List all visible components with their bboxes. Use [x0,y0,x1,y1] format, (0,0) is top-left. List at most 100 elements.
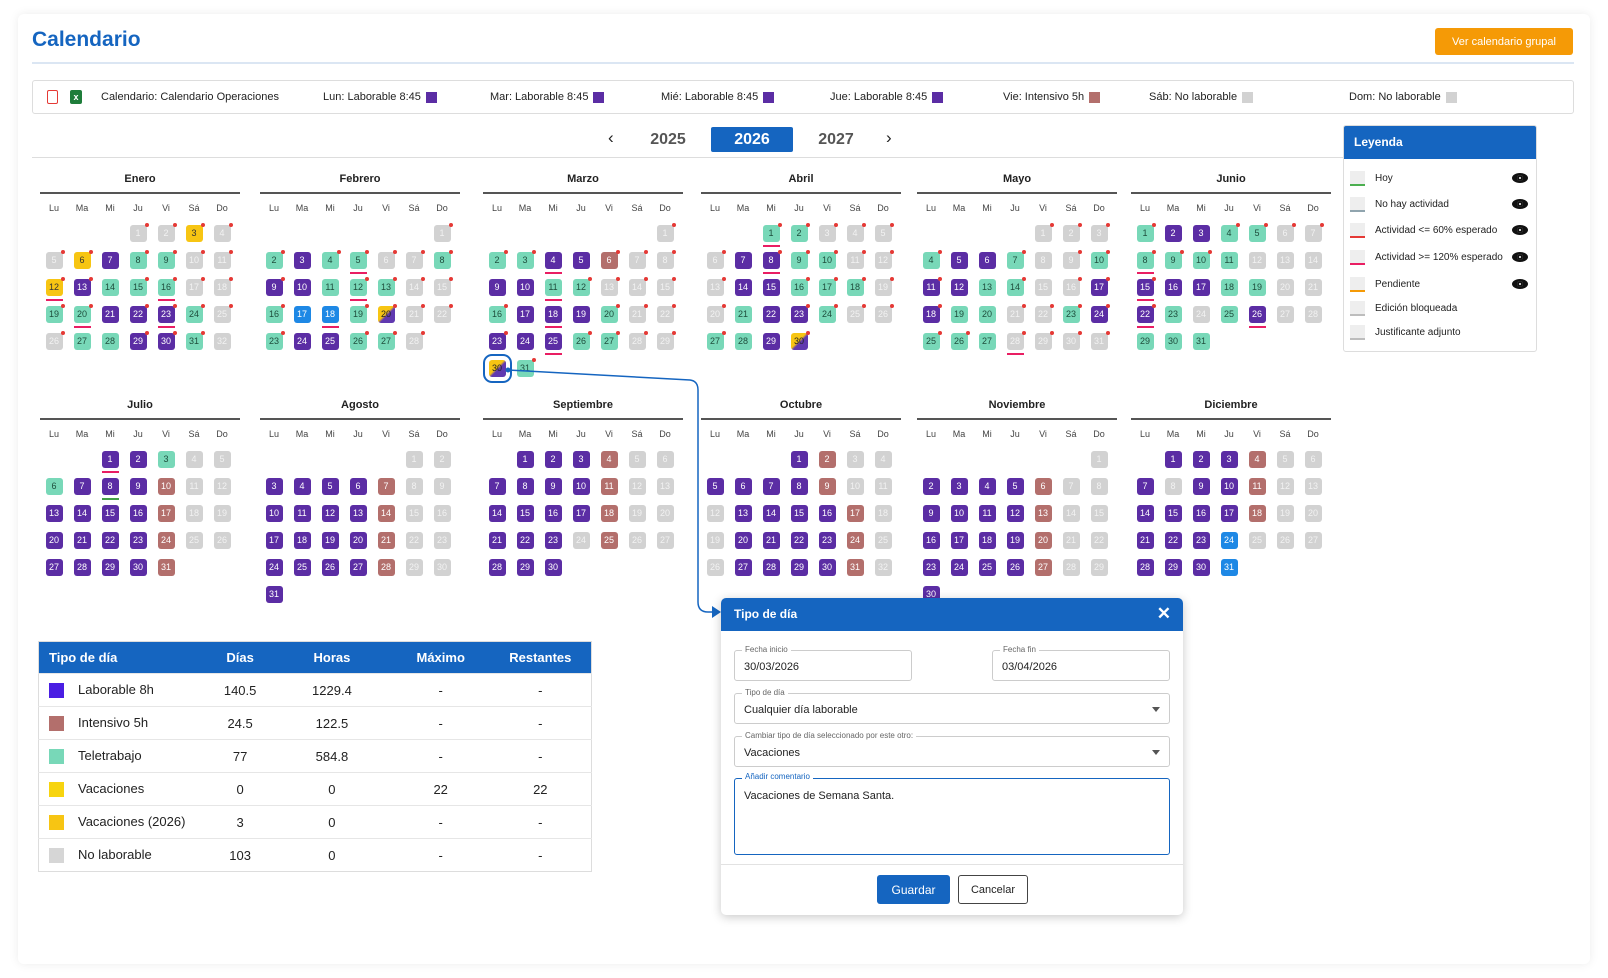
day-cell[interactable]: 18 [600,505,618,522]
day-cell[interactable]: 16 [922,532,940,549]
day-cell[interactable]: 15 [1090,505,1108,522]
day-cell[interactable]: 11 [1248,478,1266,495]
day-cell[interactable]: 19 [950,306,968,323]
day-cell[interactable]: 4 [185,451,203,468]
day-cell[interactable]: 17 [950,532,968,549]
day-cell[interactable]: 8 [129,250,149,269]
day-cell[interactable]: 29 [1164,559,1182,576]
day-cell[interactable]: 25 [213,304,233,323]
day-cell[interactable]: 27 [978,333,996,350]
day-cell[interactable]: 1 [762,223,782,247]
day-cell[interactable]: 12 [349,277,369,301]
day-cell[interactable]: 9 [265,277,285,296]
day-cell[interactable]: 6 [656,451,674,468]
day-cell[interactable]: 19 [1006,532,1024,549]
day-cell[interactable]: 22 [790,532,808,549]
day-cell[interactable]: 3 [818,223,838,242]
day-cell[interactable]: 24 [1090,304,1110,323]
day-cell[interactable]: 10 [185,250,205,269]
day-cell[interactable]: 31 [1192,333,1210,350]
day-cell[interactable]: 23 [790,304,810,323]
day-cell[interactable]: 19 [706,532,724,549]
day-cell[interactable]: 7 [628,250,648,269]
day-cell[interactable]: 18 [213,277,233,296]
day-cell[interactable]: 23 [544,532,562,549]
day-cell[interactable]: 28 [1062,559,1080,576]
replace-type-select[interactable]: Cambiar tipo de día seleccionado por est… [734,731,1170,767]
day-cell[interactable]: 31 [1220,559,1238,576]
day-cell[interactable]: 17 [818,277,838,296]
day-cell[interactable]: 28 [1304,306,1322,323]
year-2027[interactable]: 2027 [818,131,854,148]
day-cell[interactable]: 11 [978,505,996,522]
day-cell[interactable]: 30 [1192,559,1210,576]
day-cell[interactable]: 13 [1034,505,1052,522]
day-cell[interactable]: 9 [488,279,506,296]
day-cell[interactable]: 8 [1090,478,1108,495]
day-cell[interactable]: 11 [600,478,618,495]
day-cell[interactable]: 29 [101,559,119,576]
day-cell[interactable]: 1 [101,451,119,473]
day-cell[interactable]: 18 [185,505,203,522]
day-cell[interactable]: 10 [516,279,534,296]
day-cell[interactable]: 4 [1220,223,1240,242]
day-cell[interactable]: 4 [978,478,996,495]
day-cell[interactable]: 13 [1276,252,1294,269]
day-cell[interactable]: 25 [846,304,866,323]
day-cell[interactable]: 22 [1136,304,1156,328]
day-cell[interactable]: 3 [185,223,205,242]
day-cell[interactable]: 15 [433,277,453,296]
day-cell[interactable]: 15 [129,277,149,296]
day-cell[interactable]: 5 [213,451,231,468]
day-cell[interactable]: 5 [706,478,724,495]
day-cell[interactable]: 7 [1062,478,1080,495]
day-cell[interactable]: 25 [600,532,618,549]
day-cell[interactable]: 13 [600,277,620,296]
day-cell[interactable]: 26 [950,331,970,350]
day-cell[interactable]: 16 [818,505,836,522]
day-cell[interactable]: 3 [516,250,536,269]
day-cell[interactable]: 8 [1034,252,1052,269]
day-cell[interactable]: 29 [762,333,780,350]
day-cell[interactable]: 10 [846,478,864,495]
day-cell[interactable]: 28 [377,559,395,576]
day-cell[interactable]: 23 [1192,532,1210,549]
day-cell[interactable]: 23 [488,331,508,350]
day-cell[interactable]: 25 [293,559,311,576]
day-cell[interactable]: 21 [734,306,752,323]
day-cell[interactable]: 23 [265,331,285,350]
day-cell[interactable]: 24 [265,559,283,576]
day-cell[interactable]: 22 [516,532,534,549]
year-2025[interactable]: 2025 [650,131,686,148]
group-calendar-button[interactable]: Ver calendario grupal [1435,28,1573,55]
day-cell[interactable]: 27 [377,331,397,350]
day-cell[interactable]: 18 [846,277,866,296]
day-cell[interactable]: 3 [265,478,283,495]
day-cell[interactable]: 26 [321,559,339,576]
day-cell[interactable]: 29 [1136,333,1154,350]
day-cell[interactable]: 27 [656,532,674,549]
day-cell[interactable]: 11 [293,505,311,522]
day-cell[interactable]: 13 [734,505,752,522]
day-cell[interactable]: 8 [762,250,782,274]
day-cell[interactable]: 28 [73,559,91,576]
day-cell[interactable]: 26 [213,532,231,549]
day-cell[interactable]: 19 [1248,279,1266,296]
day-cell[interactable]: 30 [482,354,512,383]
day-cell[interactable]: 29 [1034,331,1054,350]
day-cell[interactable]: 9 [544,478,562,495]
day-cell[interactable]: 29 [129,331,149,350]
day-cell[interactable]: 28 [628,331,648,350]
eye-icon[interactable] [1512,225,1528,235]
day-cell[interactable]: 5 [950,252,968,269]
day-type-select[interactable]: Tipo de día Cualquier día laborable [734,688,1170,724]
day-cell[interactable]: 27 [73,333,91,350]
day-cell[interactable]: 30 [1164,333,1182,350]
day-cell[interactable]: 7 [1136,478,1154,495]
day-cell[interactable]: 28 [1136,559,1154,576]
day-cell[interactable]: 10 [1220,478,1238,495]
day-cell[interactable]: 11 [321,279,339,296]
day-cell[interactable]: 26 [45,331,65,350]
day-cell[interactable]: 18 [874,505,892,522]
day-cell[interactable]: 2 [922,478,940,495]
